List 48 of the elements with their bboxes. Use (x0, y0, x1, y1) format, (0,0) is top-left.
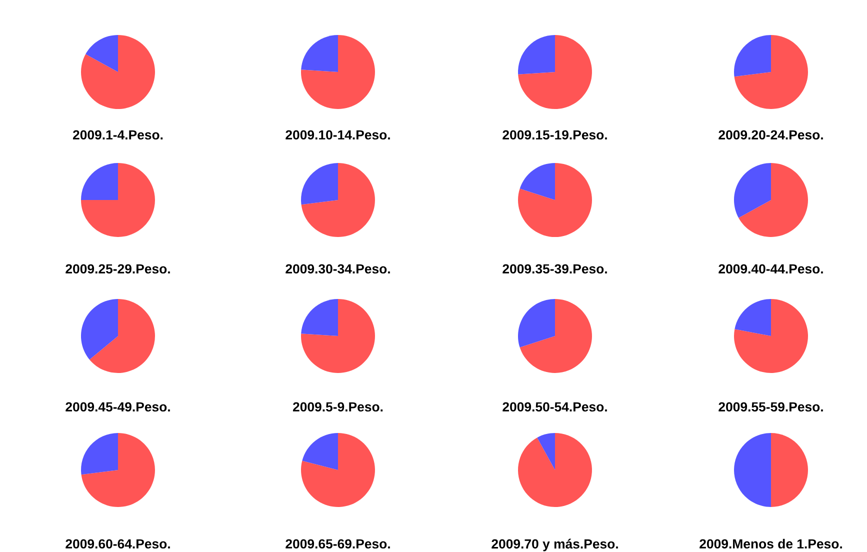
text: 2009.1-4.Peso. (72, 130, 163, 140)
pie-slice (734, 299, 808, 373)
pie-slice (518, 433, 592, 507)
pie-slice (81, 163, 155, 237)
text: 2009.45-49.Peso. (66, 402, 170, 412)
text: 2009.25-29.Peso. (66, 264, 170, 274)
pie-slice (518, 299, 555, 348)
pie-slice (81, 433, 155, 507)
pie-slice (301, 163, 375, 237)
pie-slice (301, 433, 375, 507)
pie-slice (81, 299, 118, 360)
text: 2009.Menos de 1.Peso. (700, 538, 842, 549)
pie-slice (301, 35, 338, 72)
text: 2009.15-19.Peso. (502, 130, 607, 140)
pie-slice (301, 163, 338, 205)
pie-slice (520, 299, 592, 373)
pie-slice (301, 35, 375, 109)
pie-slice (518, 35, 592, 109)
pie-slice (301, 299, 338, 336)
pie-slice (81, 35, 155, 109)
pie-slice (518, 163, 592, 237)
pie-slice (734, 299, 771, 336)
pie-slice (81, 163, 118, 200)
text: 2009.10-14.Peso. (286, 130, 390, 140)
pie-slice (771, 433, 808, 507)
pie-slice (537, 433, 555, 470)
text: 2009.50-54.Peso. (502, 402, 607, 412)
text: 2009.60-64.Peso. (66, 539, 170, 549)
text: 2009.70 y más.Peso. (492, 538, 618, 552)
pie-slice (86, 35, 118, 72)
pie-slice (302, 433, 338, 470)
pie-slice (738, 163, 808, 237)
pie-slice (81, 433, 118, 475)
pie-slice (734, 163, 771, 218)
pie-slice (734, 35, 771, 77)
pie-slice (520, 163, 555, 200)
text: 2009.20-24.Peso. (718, 130, 823, 140)
pie-slice (518, 35, 555, 74)
text: 2009.65-69.Peso. (286, 539, 390, 549)
text: 2009.40-44.Peso. (718, 264, 823, 274)
pie-slice (734, 35, 808, 109)
text: 2009.35-39.Peso. (502, 264, 607, 274)
text: 2009.5-9.Peso. (292, 402, 383, 412)
pie-slice (734, 433, 771, 507)
pie-slice (89, 299, 155, 373)
pie-slice (301, 299, 375, 373)
text: 2009.55-59.Peso. (718, 402, 823, 412)
text: 2009.30-34.Peso. (286, 264, 390, 274)
